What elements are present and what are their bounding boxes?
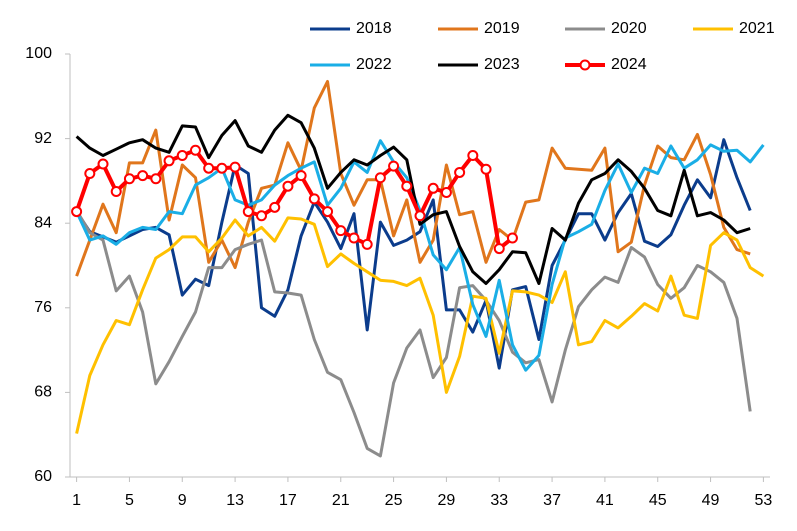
series-marker	[163, 155, 175, 167]
series-marker	[110, 185, 122, 197]
legend-label: 2019	[484, 20, 520, 37]
series-line	[75, 80, 751, 277]
x-tick-label: 21	[332, 492, 350, 509]
series-marker	[440, 187, 452, 199]
series-marker	[361, 238, 373, 250]
series-marker	[242, 206, 254, 218]
x-tick-label: 9	[178, 492, 187, 509]
series-marker	[335, 225, 347, 237]
legend-label: 2020	[611, 20, 647, 37]
legend-label: 2018	[356, 20, 392, 37]
series-line	[75, 113, 751, 285]
x-tick-label: 25	[385, 492, 403, 509]
x-tick-label: 41	[596, 492, 614, 509]
y-tick-label: 92	[34, 130, 52, 147]
x-tick-label: 37	[543, 492, 561, 509]
x-tick-label: 13	[226, 492, 244, 509]
series-marker	[203, 162, 215, 174]
x-tick-label: 45	[649, 492, 667, 509]
series-marker	[401, 180, 413, 192]
series-marker	[388, 160, 400, 172]
legend-label: 2024	[611, 56, 647, 73]
legend-label: 2021	[739, 20, 775, 37]
series-marker	[308, 193, 320, 205]
series-marker	[427, 182, 439, 194]
y-tick-label: 100	[25, 45, 52, 62]
series-marker	[84, 167, 96, 179]
x-tick-label: 5	[125, 492, 134, 509]
series-marker	[348, 232, 360, 244]
x-tick-label: 1	[72, 492, 81, 509]
series-marker	[229, 161, 241, 173]
series-marker	[216, 162, 228, 174]
x-tick-label: 17	[279, 492, 297, 509]
y-tick-label: 84	[34, 214, 52, 231]
series-marker	[189, 144, 201, 156]
series-marker	[506, 232, 518, 244]
series-marker	[374, 172, 386, 184]
legend-marker	[579, 59, 591, 71]
x-tick-label: 53	[754, 492, 772, 509]
y-tick-label: 76	[34, 299, 52, 316]
series-marker	[322, 206, 334, 218]
series-marker	[176, 150, 188, 162]
series-marker	[282, 180, 294, 192]
series-marker	[414, 210, 426, 222]
series-marker	[137, 170, 149, 182]
series-marker	[480, 163, 492, 175]
series-marker	[71, 206, 83, 218]
series-line	[74, 148, 514, 251]
series-line	[75, 209, 752, 458]
x-tick-label: 49	[702, 492, 720, 509]
series-marker	[467, 150, 479, 162]
legend-label: 2022	[356, 56, 392, 73]
series-marker	[97, 158, 109, 170]
series-line	[75, 216, 765, 434]
series-marker	[454, 166, 466, 178]
series-marker	[493, 243, 505, 255]
series-marker	[295, 170, 307, 182]
y-tick-label: 68	[34, 384, 52, 401]
series-marker	[150, 173, 162, 185]
series-marker	[256, 210, 268, 222]
series-marker	[123, 173, 135, 185]
x-tick-label: 29	[438, 492, 456, 509]
x-tick-label: 33	[490, 492, 508, 509]
legend-label: 2023	[484, 56, 520, 73]
series-marker	[269, 201, 281, 213]
y-tick-label: 60	[34, 468, 52, 485]
